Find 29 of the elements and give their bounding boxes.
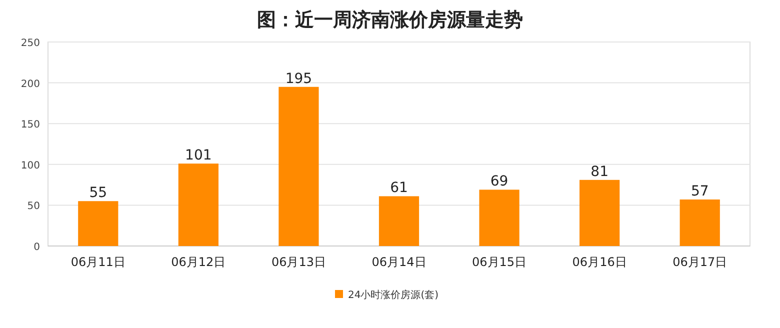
bar bbox=[78, 201, 118, 246]
x-tick-label: 06月17日 bbox=[672, 255, 728, 269]
y-tick-label: 250 bbox=[20, 38, 40, 49]
data-label: 61 bbox=[390, 180, 408, 196]
x-tick-label: 06月13日 bbox=[271, 255, 326, 269]
x-tick-label: 06月15日 bbox=[472, 255, 527, 269]
x-tick-label: 06月14日 bbox=[372, 255, 426, 269]
x-tick-label: 06月12日 bbox=[171, 255, 226, 269]
bar bbox=[680, 199, 720, 246]
data-label: 101 bbox=[185, 148, 212, 164]
data-label: 55 bbox=[89, 185, 108, 202]
x-tick-label: 06月16日 bbox=[572, 255, 627, 269]
bar bbox=[178, 164, 218, 246]
data-label: 195 bbox=[285, 70, 312, 87]
data-label: 57 bbox=[690, 183, 709, 200]
x-tick-label: 06月11日 bbox=[70, 255, 126, 269]
y-tick-label: 200 bbox=[20, 78, 40, 90]
bar bbox=[580, 180, 620, 246]
chart-title: 图：近一周济南涨价房源量走势 bbox=[257, 9, 523, 31]
y-tick-label: 150 bbox=[20, 120, 40, 131]
data-label: 69 bbox=[490, 174, 508, 190]
y-tick-label: 0 bbox=[34, 242, 40, 253]
y-tick-label: 100 bbox=[20, 160, 40, 172]
y-tick-label: 50 bbox=[27, 201, 40, 212]
bar bbox=[378, 196, 420, 246]
legend-label: 24小时涨价房源(套) bbox=[348, 289, 439, 301]
bar bbox=[479, 190, 520, 246]
bar bbox=[278, 86, 319, 246]
data-label: 81 bbox=[590, 164, 608, 180]
